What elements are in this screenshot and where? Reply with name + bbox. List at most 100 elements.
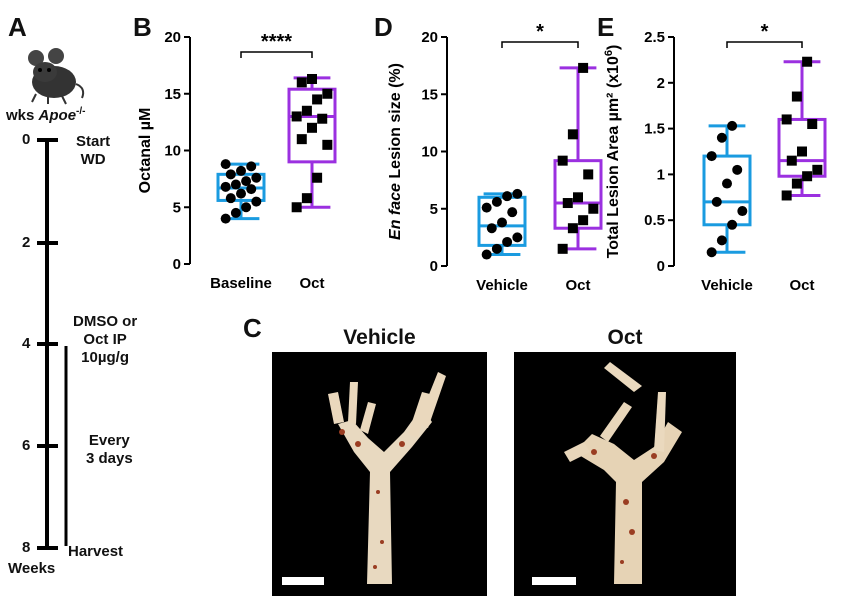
event-dmso-oct-ip: DMSO or Oct IP 10µg/g <box>73 313 138 366</box>
significance-label-b: **** <box>261 31 292 53</box>
data-point-d-0-2 <box>502 236 513 247</box>
data-point-d-0-10 <box>512 188 523 199</box>
data-point-b-1-4 <box>296 134 307 145</box>
week-tick-6: 6 <box>22 437 31 454</box>
data-point-b-0-0 <box>220 213 231 224</box>
y-tick-label-d-3: 15 <box>421 86 438 103</box>
box-d-0 <box>477 195 527 247</box>
data-point-d-0-6 <box>507 207 518 218</box>
data-point-b-1-2 <box>312 172 323 183</box>
data-point-e-0-9 <box>727 120 738 131</box>
data-point-b-1-5 <box>307 122 317 133</box>
data-point-e-0-1 <box>716 235 727 246</box>
week-tick-4: 4 <box>22 335 31 352</box>
data-point-b-1-3 <box>322 139 333 150</box>
week-tick-2: 2 <box>22 234 31 251</box>
y-tick-label-e-4: 2 <box>657 75 665 92</box>
data-point-d-1-9 <box>578 62 589 73</box>
data-point-e-0-7 <box>706 151 717 162</box>
mouse-icon <box>28 48 85 105</box>
data-point-b-1-10 <box>322 88 333 99</box>
data-point-b-0-5 <box>236 188 246 199</box>
y-tick-label-d-0: 0 <box>430 258 438 275</box>
data-point-d-0-5 <box>497 217 507 228</box>
data-point-e-0-3 <box>737 206 748 217</box>
data-point-b-1-9 <box>312 94 323 105</box>
data-point-b-0-6 <box>246 184 257 195</box>
y-tick-label-d-2: 10 <box>421 144 438 161</box>
x-category-label-e-1: Oct <box>789 277 814 294</box>
data-point-e-1-0 <box>781 190 792 201</box>
y-tick-label-b-4: 20 <box>164 29 181 46</box>
panel-letter-d: D <box>374 12 393 42</box>
weeks-axis-label: Weeks <box>8 560 56 577</box>
data-point-e-1-6 <box>807 119 818 130</box>
data-point-d-1-3 <box>588 203 599 214</box>
y-axis-label-e: Total Lesion Area µm² (x106) <box>604 45 622 259</box>
panel-letter-a: A <box>8 12 27 42</box>
scale-bar-oct <box>532 577 576 585</box>
photo-vehicle-aorta <box>272 352 487 596</box>
chart-d-en-face-lesion: 0 5 10 15 20 En face Lesion size (%) Vehicle Oc… <box>387 21 603 294</box>
event-every-3-days: Every 3 days <box>86 432 133 467</box>
data-point-b-1-1 <box>301 193 312 204</box>
data-point-d-1-6 <box>583 169 594 180</box>
scale-bar-vehicle <box>282 577 324 585</box>
significance-label-e: * <box>761 21 769 43</box>
data-point-e-0-5 <box>722 178 732 189</box>
data-point-e-1-4 <box>786 155 797 166</box>
box-d-1 <box>553 159 603 230</box>
data-point-d-1-8 <box>567 129 578 140</box>
y-tick-label-e-2: 1 <box>657 166 665 183</box>
y-tick-label-d-1: 5 <box>430 201 438 218</box>
data-point-e-0-8 <box>716 132 727 143</box>
data-point-b-0-4 <box>225 193 236 204</box>
significance-label-d: * <box>536 21 544 43</box>
data-point-b-0-1 <box>230 207 241 218</box>
data-point-e-1-7 <box>781 114 792 125</box>
y-tick-label-b-1: 5 <box>173 199 181 216</box>
x-category-label-b-0: Baseline <box>210 275 272 292</box>
event-harvest: Harvest <box>68 543 124 560</box>
week-tick-8: 8 <box>22 539 31 556</box>
y-axis-label-d: En face Lesion size (%) <box>387 63 404 240</box>
significance-bracket-d <box>501 41 579 48</box>
data-point-e-1-2 <box>802 171 813 182</box>
data-point-e-0-2 <box>727 219 738 230</box>
y-tick-label-e-1: 0.5 <box>644 212 665 229</box>
data-point-d-0-1 <box>491 243 502 254</box>
data-point-d-1-0 <box>557 243 568 254</box>
data-point-e-0-0 <box>706 247 717 258</box>
data-point-b-1-6 <box>317 113 328 124</box>
data-point-b-1-7 <box>291 111 302 122</box>
chart-b-octanal: 0 5 10 15 20 Octanal µM Baseline Oct **** <box>137 29 337 292</box>
data-point-e-1-8 <box>791 91 802 102</box>
data-point-b-0-14 <box>220 159 231 170</box>
data-point-b-0-12 <box>236 165 246 176</box>
photo-title-vehicle: Vehicle <box>343 326 416 349</box>
strain-label: wks Apoe-/- <box>6 106 86 124</box>
data-point-d-1-1 <box>567 223 578 234</box>
chart-e-total-lesion-area: 0 0.5 1 1.5 2 2.5 Total Lesion Area µm² (x106)… <box>604 21 827 294</box>
panel-letter-b: B <box>133 12 152 42</box>
y-tick-label-b-3: 15 <box>164 86 181 103</box>
data-point-d-0-8 <box>491 196 502 207</box>
data-point-d-0-4 <box>486 223 497 234</box>
data-point-d-1-2 <box>578 215 589 226</box>
data-point-d-1-4 <box>562 198 573 209</box>
data-point-e-1-1 <box>791 178 802 189</box>
data-point-b-0-7 <box>220 181 231 192</box>
data-point-b-0-3 <box>251 196 262 207</box>
y-tick-label-e-5: 2.5 <box>644 29 665 46</box>
data-point-e-1-5 <box>797 146 807 157</box>
data-point-b-0-2 <box>241 202 252 213</box>
data-point-d-1-5 <box>573 192 583 203</box>
panel-letter-c: C <box>243 313 262 343</box>
event-start-wd: Start WD <box>76 133 111 168</box>
significance-bracket-b <box>240 51 313 58</box>
x-category-label-e-0: Vehicle <box>701 277 753 294</box>
y-axis-label-b: Octanal µM <box>137 108 154 194</box>
data-point-b-0-10 <box>251 172 262 183</box>
data-point-b-1-0 <box>291 202 302 213</box>
y-tick-label-d-4: 20 <box>421 29 438 46</box>
